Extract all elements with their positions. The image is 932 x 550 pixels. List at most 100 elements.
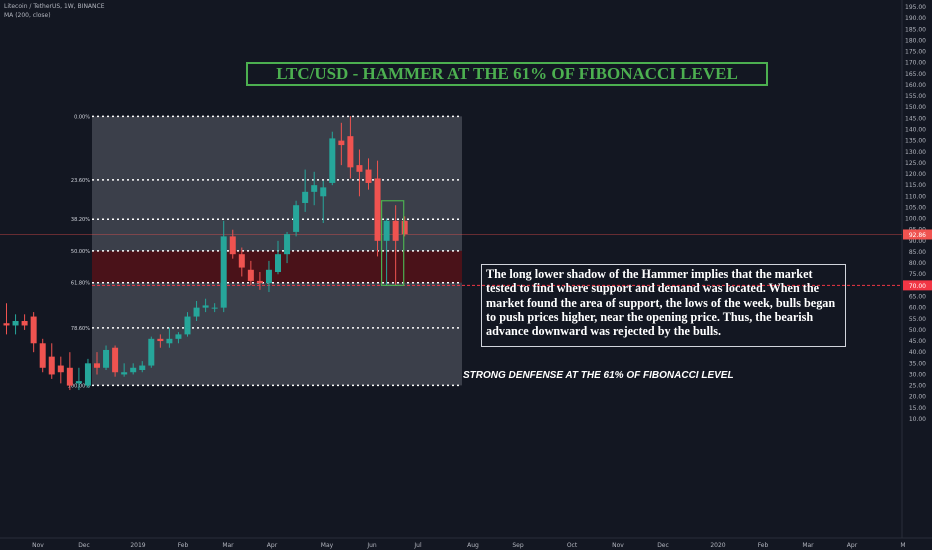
candle-body <box>39 343 46 368</box>
y-tick-label: 110.00 <box>905 193 926 200</box>
candle <box>75 367 82 391</box>
y-tick-label: 55.00 <box>909 316 926 323</box>
candle <box>48 343 55 379</box>
last-price-badge-text: 92.86 <box>909 232 926 239</box>
y-tick-label: 20.00 <box>909 394 926 401</box>
candle <box>193 300 200 322</box>
candle-body <box>175 334 182 339</box>
support-price-badge-text: 70.00 <box>909 283 926 290</box>
candle <box>94 352 100 375</box>
candle <box>66 352 73 391</box>
candle <box>148 336 155 368</box>
candle-body <box>121 372 128 375</box>
chart-title: LTC/USD - HAMMER AT THE 61% OF FIBONACCI… <box>276 64 738 83</box>
x-tick-label: 2019 <box>130 542 145 549</box>
x-tick-label: Nov <box>612 542 624 549</box>
y-tick-label: 60.00 <box>909 305 926 312</box>
candle <box>347 116 354 179</box>
y-tick-label: 35.00 <box>909 360 926 367</box>
candle-body <box>130 367 137 373</box>
y-tick-label: 195.00 <box>905 4 926 11</box>
candle-body <box>12 321 19 326</box>
candle <box>365 158 372 190</box>
y-tick-label: 180.00 <box>905 37 926 44</box>
x-tick-label: Jul <box>413 542 422 549</box>
candle-body <box>365 169 372 183</box>
x-tick-label: Sep <box>512 542 524 549</box>
candle-body <box>302 191 309 203</box>
x-tick-label: Dec <box>657 542 669 549</box>
x-tick-label: M <box>900 542 905 549</box>
fibonacci-level-label: 61.80% <box>71 281 90 287</box>
candle-body <box>57 365 64 373</box>
candle <box>175 332 182 344</box>
y-tick-label: 140.00 <box>905 126 926 133</box>
symbol-header[interactable]: Litecoin / TetherUS, 1W, BINANCE <box>4 3 105 10</box>
candle-body <box>392 220 399 241</box>
candle-body <box>202 305 209 308</box>
candle <box>338 122 345 166</box>
candle-body <box>338 140 345 146</box>
x-tick-label: Feb <box>178 542 189 549</box>
candle-body <box>112 347 119 373</box>
candle-body <box>284 234 291 255</box>
y-tick-label: 155.00 <box>905 93 926 100</box>
y-tick-label: 125.00 <box>905 160 926 167</box>
candle <box>12 314 19 335</box>
candle-body <box>347 136 354 168</box>
y-tick-label: 150.00 <box>905 104 926 111</box>
candle <box>275 240 281 275</box>
candle <box>166 327 173 348</box>
x-tick-label: Feb <box>758 542 769 549</box>
candle <box>57 356 64 384</box>
chart-title-box: LTC/USD - HAMMER AT THE 61% OF FIBONACCI… <box>246 62 768 86</box>
candle-body <box>275 254 281 273</box>
candle <box>374 160 381 257</box>
candle-body <box>94 363 100 368</box>
candle-body <box>84 363 91 386</box>
candle <box>401 216 408 237</box>
candle-body <box>21 321 28 326</box>
candle-body <box>320 187 327 197</box>
y-tick-label: 160.00 <box>905 82 926 89</box>
candle <box>121 363 128 377</box>
candle <box>284 231 291 264</box>
candle <box>211 303 218 313</box>
fibonacci-level-label: 23.60% <box>71 178 90 184</box>
y-tick-label: 75.00 <box>909 271 926 278</box>
y-tick-label: 130.00 <box>905 149 926 156</box>
candle <box>256 272 263 290</box>
candle <box>157 334 164 348</box>
y-tick-label: 30.00 <box>909 371 926 378</box>
ma-indicator-label[interactable]: MA (200, close) <box>4 12 51 19</box>
hammer-explanation-note: The long lower shadow of the Hammer impl… <box>481 264 846 347</box>
y-tick-label: 165.00 <box>905 71 926 78</box>
y-tick-label: 80.00 <box>909 260 926 267</box>
y-tick-label: 185.00 <box>905 26 926 33</box>
candle <box>356 149 363 197</box>
candle-body <box>293 205 300 232</box>
candle <box>383 218 390 286</box>
candle-body <box>383 220 390 241</box>
y-tick-label: 175.00 <box>905 49 926 56</box>
candle <box>265 260 272 293</box>
candle-body <box>311 185 318 192</box>
y-tick-label: 170.00 <box>905 60 926 67</box>
candle <box>311 171 318 206</box>
candle-body <box>3 323 10 326</box>
y-tick-label: 45.00 <box>909 338 926 345</box>
candle-body <box>75 381 82 384</box>
candle <box>229 229 236 259</box>
fibonacci-level-label: 38.20% <box>71 217 90 223</box>
candle <box>21 314 28 330</box>
y-tick-label: 15.00 <box>909 405 926 412</box>
candle-body <box>66 367 73 386</box>
candle-body <box>265 269 272 284</box>
candle <box>30 312 37 353</box>
last-price-badge <box>903 229 932 240</box>
support-price-badge <box>903 280 932 291</box>
y-tick-label: 40.00 <box>909 349 926 356</box>
x-tick-label: Aug <box>467 542 479 549</box>
y-tick-label: 135.00 <box>905 138 926 145</box>
